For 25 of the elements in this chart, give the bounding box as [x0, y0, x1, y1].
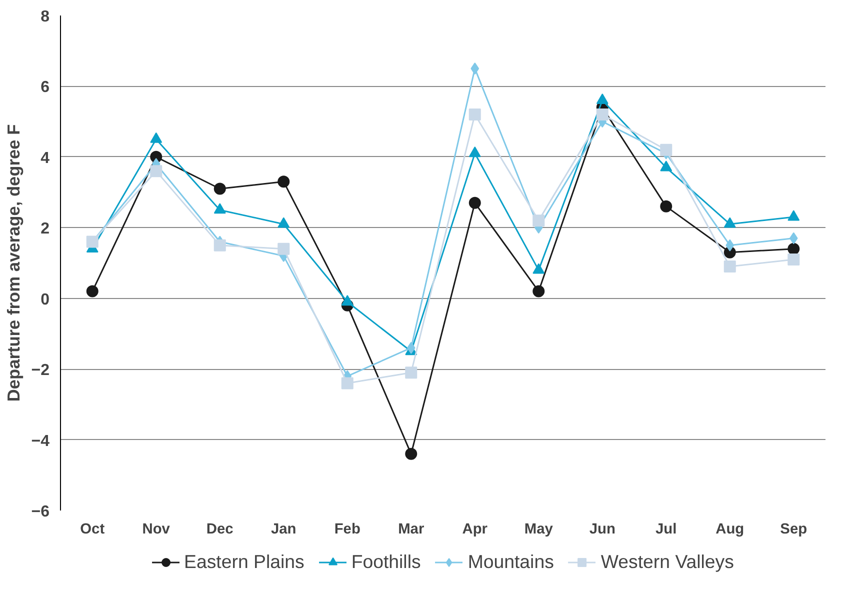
legend-label: Eastern Plains [184, 551, 304, 573]
x-tick-label: Apr [462, 522, 488, 538]
x-tick-label: Oct [80, 522, 105, 538]
y-tick-label: 4 [40, 150, 50, 167]
y-tick-label: 8 [40, 8, 50, 26]
x-tick-label: Feb [334, 522, 360, 538]
y-tick-label: 6 [40, 79, 50, 96]
x-tick-label: May [524, 522, 554, 538]
x-tick-label: Mar [398, 522, 424, 538]
y-axis-title: Departure from average, degree F [3, 124, 24, 402]
x-tick-label: Dec [206, 522, 234, 538]
y-tick-label: −2 [31, 362, 50, 380]
x-tick-label: Aug [716, 522, 744, 538]
x-tick-label: Jun [589, 522, 616, 538]
y-tick-label: 2 [40, 220, 50, 238]
y-tick-label: −6 [31, 504, 50, 520]
y-tick-label: 0 [40, 291, 50, 308]
legend-label: Foothills [351, 551, 421, 573]
x-tick-label: Jul [656, 522, 677, 538]
x-tick-label: Jan [271, 522, 296, 538]
y-tick-label: −4 [31, 432, 50, 450]
x-tick-label: Nov [142, 522, 171, 538]
x-tick-label: Sep [780, 522, 808, 538]
legend-label: Mountains [468, 551, 554, 573]
legend-label: Western Valleys [600, 551, 734, 573]
